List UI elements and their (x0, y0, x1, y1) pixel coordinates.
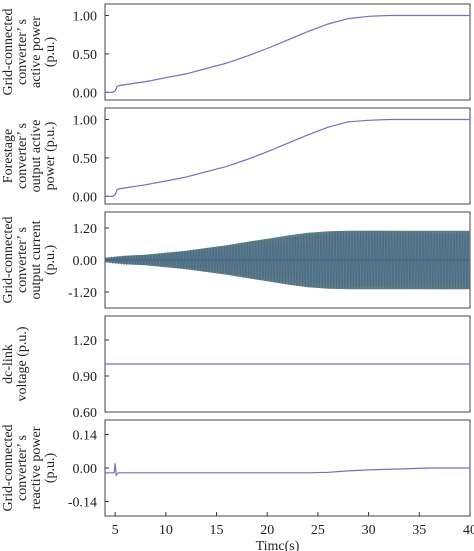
y-axis-label-line: (p.u.) (43, 245, 58, 276)
panel-3: 1.20 0.00 -1.20 Grid-connectedconverter’ so… (1, 211, 471, 309)
x-tick-label: 30 (362, 523, 376, 538)
current-waveform (104, 230, 471, 290)
y-axis-label-line: Grid-connected (1, 424, 16, 511)
y-tick-label: 0.00 (73, 86, 98, 101)
y-axis-label-line: Grid-connected (1, 8, 16, 95)
series-line (105, 14, 470, 93)
x-tick-label: 10 (159, 523, 173, 538)
y-tick-label: 0.90 (73, 370, 98, 385)
y-axis-label-line: converter’ s (15, 435, 30, 501)
y-tick-label: 1.00 (73, 10, 98, 25)
plot-frame (104, 3, 471, 101)
y-axis-label: Grid-connectedconverter’ sreactive power… (1, 424, 58, 511)
y-tick-label: 1.20 (73, 334, 98, 349)
y-axis-label: dc-linkvoltage (p.u.) (1, 326, 30, 401)
x-tick-label: 15 (210, 523, 224, 538)
y-tick-label: 0.50 (73, 152, 98, 167)
y-axis-label-line: voltage (p.u.) (15, 326, 30, 401)
y-axis-label-line: reactive power (29, 426, 44, 509)
y-tick-label: 0.00 (73, 190, 98, 205)
panel-1: 1.00 0.50 0.00 Grid-connectedconverter’ sac… (1, 3, 471, 101)
x-axis-label: Timc(s) (256, 539, 300, 551)
y-axis-label-line: active power (29, 16, 44, 88)
y-axis-label-line: converter’ s (15, 227, 30, 293)
panel-4: 1.20 0.90 0.60 dc-linkvoltage (p.u.) (1, 315, 471, 421)
y-axis-label-line: converter’ s (15, 19, 30, 85)
y-tick-label: 0.60 (73, 406, 98, 421)
panel-2: 1.00 0.50 0.00 Forestageconverter’ soutput … (1, 107, 471, 205)
x-tick-label: 25 (311, 523, 325, 538)
plot-frame (104, 107, 471, 205)
y-axis-label-line: Forestage (1, 129, 16, 183)
x-tick-label: 5 (112, 523, 119, 538)
y-tick-label: 1.00 (73, 114, 98, 129)
y-axis-label-line: (p.u.) (43, 453, 58, 484)
y-axis-label-line: power (p.u.) (43, 121, 58, 190)
panel-5: 0.14 0.00 -0.14 Grid-connectedconverter’ sr… (1, 419, 474, 551)
y-tick-label: -1.20 (68, 286, 97, 301)
y-tick-label: 1.20 (73, 222, 98, 237)
series-line (105, 118, 470, 197)
y-axis-label-line: dc-link (1, 344, 16, 384)
y-axis-label: Grid-connectedconverter’ sactive power(p… (1, 8, 58, 95)
y-axis-label-line: output current (29, 220, 44, 299)
y-tick-label: 0.14 (73, 428, 98, 443)
y-axis-label: Forestageconverter’ soutput activepower … (1, 120, 58, 193)
y-tick-label: 0.00 (73, 462, 98, 477)
x-tick-label: 40 (463, 523, 474, 538)
x-tick-label: 20 (260, 523, 274, 538)
y-axis-label-line: output active (29, 120, 44, 193)
y-axis-label-line: (p.u.) (43, 37, 58, 68)
x-tick-label: 35 (412, 523, 426, 538)
y-tick-label: -0.14 (68, 496, 97, 511)
y-axis-label-line: converter’ s (15, 123, 30, 189)
y-axis-label-line: Grid-connected (1, 216, 16, 303)
y-tick-label: 0.50 (73, 48, 98, 63)
y-tick-label: 0.00 (73, 254, 98, 269)
series-line (105, 463, 470, 477)
y-axis-label: Grid-connectedconverter’ soutput current… (1, 216, 58, 303)
